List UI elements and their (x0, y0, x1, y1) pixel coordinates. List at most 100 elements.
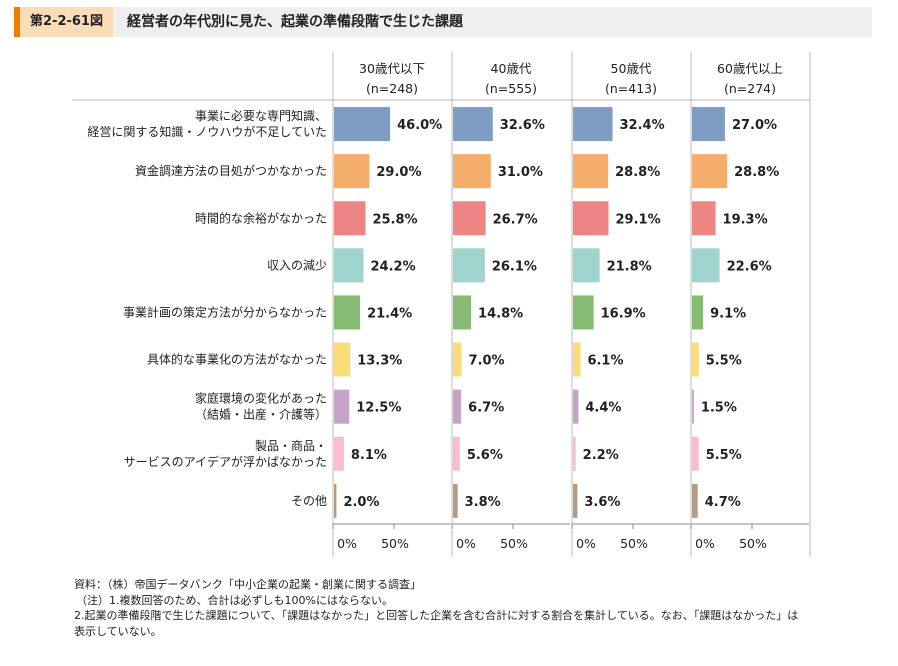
bar (334, 389, 350, 424)
series-name: 30歳代以下 (359, 61, 425, 76)
data-label: 5.6% (467, 448, 503, 463)
bar (334, 107, 391, 142)
data-label: 25.8% (372, 212, 417, 227)
bar (692, 436, 699, 471)
accent-bar (14, 7, 20, 37)
category-label: 時間的な余裕がなかった (195, 210, 327, 225)
figure-number: 第2-2-61図 (20, 7, 113, 37)
category-label: 経営に関する知識・ノウハウが不足していた (87, 124, 327, 139)
series-n: (n=248) (366, 81, 418, 96)
data-label: 19.3% (723, 212, 768, 227)
bar (453, 436, 460, 471)
data-label: 4.4% (585, 401, 621, 416)
bar (573, 107, 613, 142)
data-label: 28.8% (734, 165, 779, 180)
x-tick-label: 50% (500, 536, 528, 551)
data-label: 29.1% (616, 212, 661, 227)
data-label: 31.0% (498, 165, 543, 180)
bar (573, 483, 578, 518)
bar (453, 248, 485, 283)
bar (692, 295, 704, 330)
data-label: 13.3% (357, 354, 402, 369)
note-2: 2.起業の準備段階で生じた課題について、「課題はなかった」と回答した企業を含む合… (74, 609, 799, 638)
data-label: 21.4% (367, 306, 412, 321)
source-note: 資料：（株）帝国データバンク「中小企業の起業・創業に関する調査」 (74, 578, 422, 591)
category-label: 家庭環境の変化があった (195, 391, 327, 406)
data-label: 9.1% (710, 306, 746, 321)
note-1: （注）1.複数回答のため、合計は必ずしも100%にはならない。 (76, 593, 393, 607)
category-label: （結婚・出産・介護等） (195, 407, 327, 422)
data-label: 4.7% (705, 495, 741, 510)
data-label: 6.1% (587, 354, 623, 369)
series-name: 40歳代 (491, 61, 532, 76)
bar (334, 436, 344, 471)
bar (453, 295, 472, 330)
bar (453, 154, 491, 189)
data-label: 3.6% (584, 495, 620, 510)
bar (692, 201, 716, 236)
data-label: 21.8% (607, 259, 652, 274)
data-label: 5.5% (706, 448, 742, 463)
data-label: 5.5% (706, 354, 742, 369)
data-label: 22.6% (727, 259, 772, 274)
figure-title: 経営者の年代別に見た、起業の準備段階で生じた課題 (127, 14, 463, 30)
x-tick-label: 0% (576, 536, 596, 551)
data-label: 1.5% (701, 401, 737, 416)
series-n: (n=274) (724, 81, 776, 96)
category-label: その他 (291, 494, 327, 508)
data-label: 8.1% (351, 448, 387, 463)
data-label: 26.1% (492, 259, 537, 274)
bar (453, 107, 493, 142)
bar (573, 248, 600, 283)
data-label: 2.0% (343, 495, 379, 510)
category-label: 資金調達方法の目処がつかなかった (135, 163, 327, 178)
data-label: 27.0% (732, 118, 777, 133)
data-label: 32.6% (500, 118, 545, 133)
x-tick-label: 50% (739, 536, 767, 551)
figure-header: 第2-2-61図 経営者の年代別に見た、起業の準備段階で生じた課題 (14, 7, 872, 37)
data-label: 29.0% (376, 165, 421, 180)
series-name: 50歳代 (611, 61, 652, 76)
data-label: 12.5% (356, 401, 401, 416)
category-label: 製品・商品・ (255, 438, 327, 453)
data-label: 2.2% (583, 448, 619, 463)
bar (573, 342, 581, 377)
bar (453, 201, 486, 236)
bar (692, 342, 699, 377)
category-label: 収入の減少 (267, 257, 327, 272)
notes: 資料：（株）帝国データバンク「中小企業の起業・創業に関する調査」 （注）1.複数… (74, 577, 804, 639)
series-name: 60歳代以上 (717, 61, 783, 76)
category-label: サービスのアイデアが浮かばなかった (124, 454, 327, 469)
x-tick-label: 0% (456, 536, 476, 551)
bar (334, 201, 366, 236)
data-label: 7.0% (469, 354, 505, 369)
data-label: 16.9% (601, 306, 646, 321)
data-label: 14.8% (478, 306, 523, 321)
data-label: 26.7% (493, 212, 538, 227)
bar (692, 154, 728, 189)
series-n: (n=555) (485, 81, 537, 96)
data-label: 6.7% (468, 401, 504, 416)
bar (692, 107, 725, 142)
bar (692, 389, 694, 424)
data-label: 3.8% (465, 495, 501, 510)
bar (573, 295, 594, 330)
category-label: 事業に必要な専門知識、 (195, 109, 327, 123)
series-n: (n=413) (605, 81, 657, 96)
bar (573, 436, 576, 471)
bar-chart: 30歳代以下 (n=248) 0% 50% 46.0% 29.0% 25.8% 24.2% 21… (72, 52, 811, 557)
data-label: 32.4% (620, 118, 665, 133)
category-label: 事業計画の策定方法が分からなかった (123, 304, 327, 319)
x-tick-label: 50% (620, 536, 648, 551)
bar (692, 483, 698, 518)
bar (573, 389, 579, 424)
bar (334, 342, 351, 377)
bar (573, 154, 609, 189)
bar (453, 389, 462, 424)
bar (334, 483, 337, 518)
x-tick-label: 0% (695, 536, 715, 551)
bar (334, 154, 370, 189)
x-tick-label: 50% (381, 536, 409, 551)
bar (334, 295, 361, 330)
bar (334, 248, 364, 283)
